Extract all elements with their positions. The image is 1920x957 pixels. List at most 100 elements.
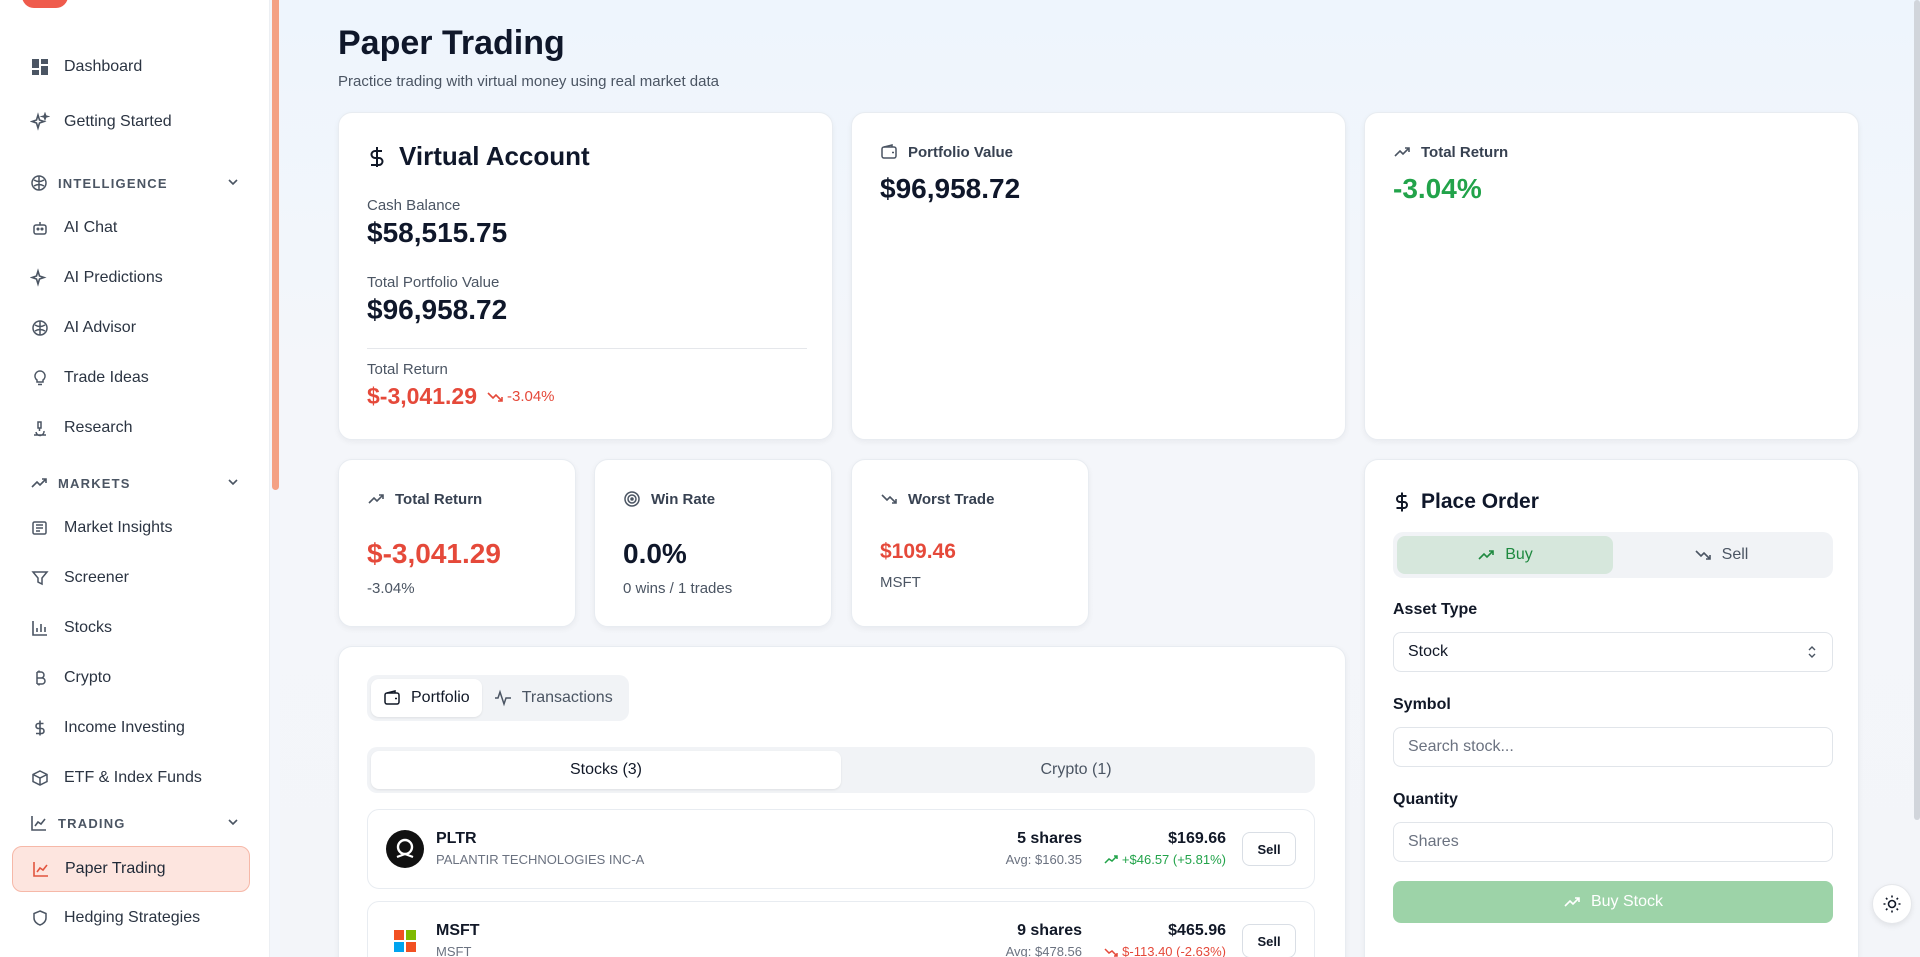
buy-toggle[interactable]: Buy: [1397, 536, 1613, 574]
line-chart-icon: [31, 859, 51, 879]
main-scrollbar[interactable]: [1914, 0, 1920, 820]
sidebar-item-trade-ideas[interactable]: Trade Ideas: [12, 356, 250, 400]
quantity-input[interactable]: [1393, 822, 1833, 862]
sidebar-item-getting-started[interactable]: Getting Started: [12, 100, 250, 144]
main-content: Paper Trading Practice trading with virt…: [280, 0, 1920, 957]
chevron-down-icon: [226, 175, 240, 192]
chevron-down-icon: [226, 475, 240, 492]
trending-down-icon: [1104, 945, 1118, 957]
trending-up-icon: [30, 474, 48, 492]
bot-icon: [30, 218, 50, 238]
total-return-row: $-3,041.29 -3.04%: [367, 383, 555, 410]
sell-button[interactable]: Sell: [1242, 924, 1296, 957]
total-return-value: $-3,041.29: [367, 383, 477, 409]
sell-toggle[interactable]: Sell: [1613, 536, 1829, 574]
portfolio-value-card: Portfolio Value $96,958.72: [851, 112, 1346, 440]
sidebar-item-label: Hedging Strategies: [64, 909, 201, 926]
total-portfolio-label: Total Portfolio Value: [367, 274, 500, 291]
sidebar-item-label: Trade Ideas: [64, 369, 149, 386]
divider: [367, 348, 807, 349]
sidebar-item-hedging-strategies[interactable]: Hedging Strategies: [12, 896, 250, 940]
section-markets[interactable]: MARKETS: [30, 471, 240, 495]
stat-worst-trade-label: Worst Trade: [908, 490, 995, 508]
sidebar-item-income-investing[interactable]: Income Investing: [12, 706, 250, 750]
brain-icon: [30, 318, 50, 338]
page-title: Paper Trading: [338, 24, 565, 62]
stat-win-rate-label: Win Rate: [651, 490, 716, 508]
sparkles-icon: [30, 268, 50, 288]
section-intelligence[interactable]: INTELLIGENCE: [30, 171, 240, 195]
cash-balance-label: Cash Balance: [367, 197, 461, 214]
trending-down-icon: [1694, 546, 1712, 564]
stat-worst-trade-card: Worst Trade $109.46 MSFT: [851, 459, 1089, 627]
holding-shares: 9 shares: [1017, 922, 1082, 939]
total-return-card-label: Total Return: [1421, 143, 1509, 161]
lightbulb-icon: [30, 368, 50, 388]
place-order-card: Place Order Buy Sell Asset Type Stock: [1364, 459, 1859, 957]
tab-crypto[interactable]: Crypto (1): [1040, 761, 1112, 778]
tab-label: Portfolio: [411, 689, 470, 706]
symbol-label: Symbol: [1393, 696, 1451, 713]
tab-transactions[interactable]: Transactions: [482, 679, 625, 717]
stat-worst-trade-header: Worst Trade: [880, 490, 994, 508]
sidebar-item-label: Stocks: [64, 619, 113, 636]
stat-win-rate-header: Win Rate: [623, 490, 715, 508]
holding-pl: $-113.40 (-2.63%): [1104, 944, 1226, 957]
sidebar-item-dashboard[interactable]: Dashboard: [12, 45, 250, 89]
asset-type-value: Stock: [1408, 643, 1449, 660]
sidebar-item-market-insights[interactable]: Market Insights: [12, 506, 250, 550]
bar-chart-icon: [30, 618, 50, 638]
theme-toggle-button[interactable]: [1872, 884, 1912, 924]
sidebar-scrollbar[interactable]: [272, 0, 279, 490]
holding-price: $465.96: [1168, 922, 1226, 939]
quantity-label: Quantity: [1393, 791, 1458, 808]
tab-stocks[interactable]: Stocks (3): [371, 751, 841, 789]
sidebar-item-ai-advisor[interactable]: AI Advisor: [12, 306, 250, 350]
cash-balance-value: $58,515.75: [367, 217, 508, 248]
sidebar-item-label: Research: [64, 419, 133, 436]
portfolio-value-amount: $96,958.72: [880, 173, 1021, 204]
sidebar-item-paper-trading[interactable]: Paper Trading: [12, 846, 250, 892]
virtual-account-title: Virtual Account: [399, 141, 590, 171]
sidebar-item-ai-chat[interactable]: AI Chat: [12, 206, 250, 250]
sell-button[interactable]: Sell: [1242, 832, 1296, 866]
activity-icon: [494, 689, 512, 707]
sparkles-icon: [30, 112, 50, 132]
symbol-search-input[interactable]: [1393, 727, 1833, 767]
buy-label: Buy: [1505, 546, 1533, 563]
line-chart-icon: [30, 814, 48, 832]
portfolio-value-label: Portfolio Value: [908, 143, 1014, 161]
bitcoin-icon: [30, 668, 50, 688]
order-side-toggle: Buy Sell: [1393, 532, 1833, 578]
total-return-card: Total Return -3.04%: [1364, 112, 1859, 440]
wallet-icon: [880, 143, 898, 161]
holding-name: PALANTIR TECHNOLOGIES INC-A: [436, 852, 645, 867]
trending-down-icon: [487, 389, 503, 405]
sidebar-item-label: Market Insights: [64, 519, 173, 536]
tab-portfolio[interactable]: Portfolio: [371, 679, 482, 717]
sidebar-item-stocks[interactable]: Stocks: [12, 606, 250, 650]
stat-total-return-value: $-3,041.29: [367, 538, 501, 569]
virtual-account-card: Virtual Account Cash Balance $58,515.75 …: [338, 112, 833, 440]
stat-worst-trade-sub: MSFT: [880, 574, 921, 591]
chevron-up-down-icon: [1806, 644, 1818, 660]
holding-avg-price: Avg: $478.56: [1005, 944, 1082, 957]
buy-stock-label: Buy Stock: [1590, 893, 1664, 910]
sidebar-item-crypto[interactable]: Crypto: [12, 656, 250, 700]
sidebar-item-research[interactable]: Research: [12, 406, 250, 450]
asset-type-label: Asset Type: [1393, 601, 1478, 618]
sidebar-item-etf-index-funds[interactable]: ETF & Index Funds: [12, 756, 250, 800]
sidebar-item-ai-predictions[interactable]: AI Predictions: [12, 256, 250, 300]
stat-total-return-header: Total Return: [367, 490, 482, 508]
buy-stock-button[interactable]: Buy Stock: [1393, 881, 1833, 923]
app-logo[interactable]: [22, 0, 68, 8]
wallet-icon: [383, 689, 401, 707]
asset-type-select[interactable]: Stock: [1393, 632, 1833, 672]
section-trading[interactable]: TRADING: [30, 811, 240, 835]
target-icon: [623, 490, 641, 508]
trending-up-icon: [367, 490, 385, 508]
holdings-tabs: Portfolio Transactions: [367, 675, 629, 721]
holdings-panel: Portfolio Transactions Stocks (3) Crypto…: [338, 646, 1346, 957]
sidebar-item-screener[interactable]: Screener: [12, 556, 250, 600]
virtual-account-header: Virtual Account: [367, 141, 590, 172]
